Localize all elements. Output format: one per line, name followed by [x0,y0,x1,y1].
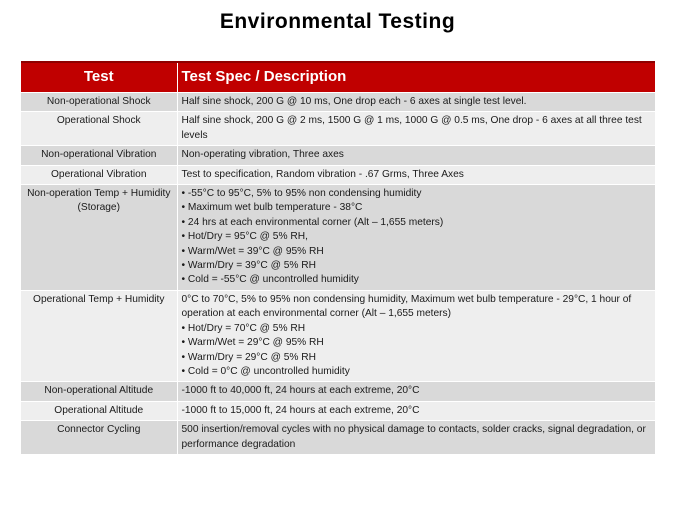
test-description-cell: 500 insertion/removal cycles with no phy… [177,420,655,455]
description-bullet-item: -55°C to 95°C, 5% to 95% non condensing … [182,187,652,201]
test-description-cell: Half sine shock, 200 G @ 2 ms, 1500 G @ … [177,111,655,147]
table-row: Operational Vibration Test to specificati… [21,165,655,186]
test-name-cell: Operational Vibration [21,165,178,186]
table-row: Non-operation Temp + Humidity (Storage)-… [21,184,655,291]
test-description-cell: Half sine shock, 200 G @ 10 ms, One drop… [177,92,655,113]
table-row: Non-operational Vibration Non-operating v… [21,145,655,166]
column-header-description: Test Spec / Description [177,61,655,93]
test-name-cell: Operational Altitude [21,401,178,422]
description-bullet-item: Maximum wet bulb temperature - 38°C [182,201,652,215]
test-name-cell: Operational Temp + Humidity [21,290,178,383]
test-name-cell: Non-operation Temp + Humidity (Storage) [21,184,178,291]
table-row: Non-operational Shock Half sine shock, 20… [21,92,655,113]
description-text: 500 insertion/removal cycles with no phy… [181,424,646,450]
description-bullet-item: 24 hrs at each environmental corner (Alt… [182,216,652,230]
description-bullet-item: Hot/Dry = 95°C @ 5% RH, [182,230,652,244]
description-bullet-item: Hot/Dry = 70°C @ 5% RH [182,322,652,336]
description-text: 0°C to 70°C, 5% to 95% non condensing hu… [181,293,632,320]
description-bullet-list: -55°C to 95°C, 5% to 95% non condensing … [182,187,652,288]
table-row: Operational Shock Half sine shock, 200 G … [21,111,655,147]
table-row: Operational Temp + Humidity 0°C to 70°C, … [21,290,655,383]
test-name-cell: Operational Shock [21,111,178,147]
test-description-cell: 0°C to 70°C, 5% to 95% non condensing hu… [177,290,655,383]
description-text: Half sine shock, 200 G @ 2 ms, 1500 G @ … [181,115,642,141]
test-description-cell: Test to specification, Random vibration … [177,165,655,186]
description-bullet-item: Cold = 0°C @ uncontrolled humidity [182,365,652,379]
table-row: Connector Cycling 500 insertion/removal c… [21,420,655,455]
test-name-cell: Non-operational Shock [21,92,178,113]
test-description-cell: Non-operating vibration, Three axes [177,145,655,166]
description-bullet-item: Warm/Wet = 39°C @ 95% RH [182,245,652,259]
description-text: Half sine shock, 200 G @ 10 ms, One drop… [181,96,527,107]
table-header-row: Test Test Spec / Description [21,61,655,93]
description-bullet-item: Warm/Wet = 29°C @ 95% RH [182,336,652,350]
test-name-cell: Non-operational Altitude [21,381,178,402]
test-description-cell: -1000 ft to 15,000 ft, 24 hours at each … [177,401,655,422]
column-header-test: Test [21,61,178,93]
test-name-cell: Connector Cycling [21,420,178,455]
description-text: Test to specification, Random vibration … [181,168,464,180]
description-text: Non-operating vibration, Three axes [181,149,344,161]
test-name-cell: Non-operational Vibration [21,145,178,166]
description-text: -1000 ft to 15,000 ft, 24 hours at each … [181,404,420,416]
description-bullet-item: Warm/Dry = 29°C @ 5% RH [182,351,652,365]
environmental-testing-table: Test Test Spec / Description Non-operati… [21,61,655,455]
test-description-cell: -55°C to 95°C, 5% to 95% non condensing … [177,184,655,291]
page-title: Environmental Testing [219,10,456,33]
table-row: Operational Altitude -1000 ft to 15,000 f… [21,401,655,422]
table-row: Non-operational Altitude -1000 ft to 40,0… [21,381,655,402]
description-bullet-item: Cold = -55°C @ uncontrolled humidity [182,273,652,287]
description-bullet-item: Warm/Dry = 39°C @ 5% RH [182,259,652,273]
description-text: -1000 ft to 40,000 ft, 24 hours at each … [181,385,420,397]
description-bullet-list: Hot/Dry = 70°C @ 5% RHWarm/Wet = 29°C @ … [182,322,652,380]
test-description-cell: -1000 ft to 40,000 ft, 24 hours at each … [177,381,655,402]
